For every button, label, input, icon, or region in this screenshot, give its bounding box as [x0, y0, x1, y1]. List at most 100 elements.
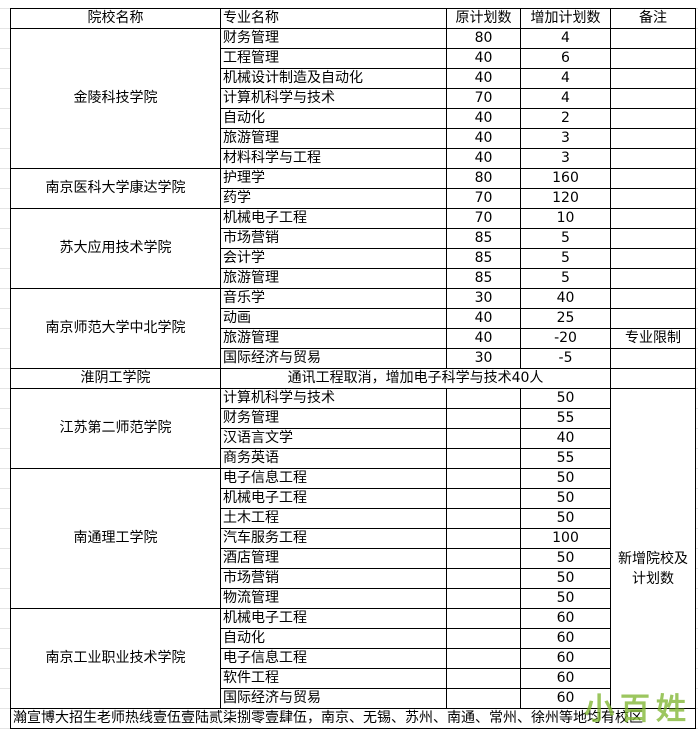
major-name: 工程管理 — [220, 48, 447, 69]
added-plan: 60 — [520, 648, 611, 669]
added-plan: -20 — [520, 328, 611, 349]
original-plan: 40 — [446, 148, 521, 169]
added-plan: 4 — [520, 28, 611, 49]
original-plan — [446, 688, 521, 709]
school-name: 金陵科技学院 — [10, 28, 221, 169]
major-name: 汉语言文学 — [220, 428, 447, 449]
school-name: 江苏第二师范学院 — [10, 388, 221, 469]
school-name: 南通理工学院 — [10, 468, 221, 609]
original-plan: 30 — [446, 288, 521, 309]
note-cell — [610, 68, 696, 89]
added-plan: 100 — [520, 528, 611, 549]
major-name: 市场营销 — [220, 228, 447, 249]
table-row: 电子信息工程 60 — [11, 648, 696, 669]
added-plan: 4 — [520, 68, 611, 89]
original-plan — [446, 548, 521, 569]
original-plan — [446, 468, 521, 489]
table-row: 市场营销 50 — [11, 568, 696, 589]
added-plan: 5 — [520, 248, 611, 269]
major-name: 机械设计制造及自动化 — [220, 68, 447, 89]
original-plan — [446, 648, 521, 669]
note-cell — [610, 208, 696, 229]
note-cell — [610, 128, 696, 149]
table-row: 江苏第二师范学院 计算机科学与技术 50 新增院校及计划数 — [10, 388, 696, 709]
added-plan: 60 — [520, 608, 611, 629]
table-row: 工程管理 40 6 — [11, 48, 696, 69]
added-plan: -5 — [520, 348, 611, 369]
note-cell: 专业限制 — [610, 328, 696, 349]
major-name: 音乐学 — [220, 288, 447, 309]
original-plan: 70 — [446, 188, 521, 209]
added-plan: 50 — [520, 548, 611, 569]
added-plan: 10 — [520, 208, 611, 229]
original-plan: 70 — [446, 88, 521, 109]
added-plan: 120 — [520, 188, 611, 209]
table-row: 国际经济与贸易 60 — [11, 688, 696, 709]
original-plan — [446, 628, 521, 649]
major-name: 动画 — [220, 308, 447, 329]
major-name: 护理学 — [220, 168, 447, 189]
school-name: 淮阴工学院 — [10, 368, 221, 389]
school-name: 南京医科大学康达学院 — [10, 168, 221, 209]
original-plan: 40 — [446, 108, 521, 129]
table-row: 土木工程 50 — [11, 508, 696, 529]
table-row: 汉语言文学 40 — [11, 428, 696, 449]
note-cell — [610, 48, 696, 69]
major-name: 财务管理 — [220, 28, 447, 49]
note-cell — [610, 228, 696, 249]
school-name: 苏大应用技术学院 — [10, 208, 221, 289]
major-name: 国际经济与贸易 — [220, 348, 447, 369]
added-plan: 50 — [520, 468, 611, 489]
original-plan — [446, 568, 521, 589]
table-row: 旅游管理 85 5 — [11, 268, 696, 289]
original-plan: 85 — [446, 228, 521, 249]
original-plan — [446, 488, 521, 509]
major-name: 物流管理 — [220, 588, 447, 609]
major-name: 财务管理 — [220, 408, 447, 429]
table-row: 会计学 85 5 — [11, 248, 696, 269]
major-name: 会计学 — [220, 248, 447, 269]
original-plan: 40 — [446, 308, 521, 329]
original-plan — [446, 448, 521, 469]
table-row: 机械电子工程 50 — [11, 488, 696, 509]
footer-contact: 瀚宣博大招生老师热线壹伍壹陆贰柒捌零壹肆伍，南京、无锡、苏州、南通、常州、徐州等… — [10, 708, 696, 729]
major-name: 计算机科学与技术 — [220, 88, 447, 109]
table-row: 旅游管理 40 -20 专业限制 — [11, 328, 696, 349]
major-name: 机械电子工程 — [220, 488, 447, 509]
major-name: 药学 — [220, 188, 447, 209]
added-plan: 60 — [520, 668, 611, 689]
original-plan — [446, 528, 521, 549]
note-cell — [610, 368, 696, 389]
table-row: 药学 70 120 — [11, 188, 696, 209]
added-plan: 3 — [520, 148, 611, 169]
watermark-logo: 小百姓 — [584, 692, 692, 727]
added-plan: 60 — [520, 628, 611, 649]
header-major: 专业名称 — [220, 8, 447, 29]
original-plan — [446, 508, 521, 529]
original-plan — [446, 408, 521, 429]
major-name: 电子信息工程 — [220, 468, 447, 489]
original-plan: 30 — [446, 348, 521, 369]
note-cell — [610, 268, 696, 289]
major-name: 商务英语 — [220, 448, 447, 469]
added-plan: 40 — [520, 428, 611, 449]
added-plan: 160 — [520, 168, 611, 189]
header-note: 备注 — [610, 8, 696, 29]
major-name: 机械电子工程 — [220, 608, 447, 629]
school-name: 南京师范大学中北学院 — [10, 288, 221, 369]
note-cell — [610, 88, 696, 109]
note-cell — [610, 108, 696, 129]
original-plan: 40 — [446, 48, 521, 69]
major-name: 旅游管理 — [220, 328, 447, 349]
note-cell — [610, 28, 696, 49]
added-plan: 5 — [520, 268, 611, 289]
header-school: 院校名称 — [10, 8, 221, 29]
major-name: 汽车服务工程 — [220, 528, 447, 549]
original-plan: 40 — [446, 128, 521, 149]
added-plan: 50 — [520, 388, 611, 409]
original-plan: 85 — [446, 268, 521, 289]
added-plan: 50 — [520, 568, 611, 589]
original-plan: 85 — [446, 248, 521, 269]
school-name: 南京工业职业技术学院 — [10, 608, 221, 709]
table-row: 计算机科学与技术 70 4 — [11, 88, 696, 109]
